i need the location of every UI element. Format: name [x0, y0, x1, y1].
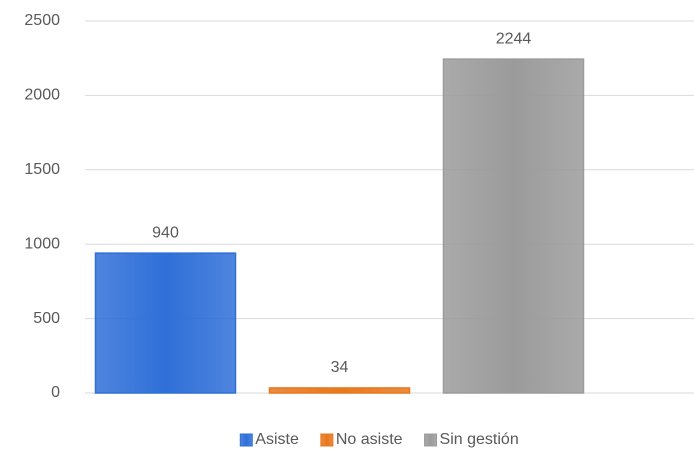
y-tick-label: 500 [33, 310, 60, 327]
data-label: 34 [331, 359, 349, 376]
bar [442, 58, 585, 394]
legend-marker [320, 433, 334, 447]
legend-marker [424, 433, 438, 447]
legend: Asiste No asiste Sin gestión [239, 431, 519, 448]
y-tick-label: 0 [51, 384, 60, 401]
legend-label: No asiste [336, 431, 403, 448]
data-label: 940 [152, 224, 179, 241]
legend-marker [239, 433, 253, 447]
y-tick-label: 2500 [24, 12, 60, 29]
legend-label: Asiste [255, 431, 299, 448]
data-label: 2244 [496, 30, 532, 47]
bar [94, 252, 237, 394]
y-tick-label: 1500 [24, 161, 60, 178]
legend-label: Sin gestión [440, 431, 519, 448]
bar [268, 387, 411, 394]
y-tick-label: 1000 [24, 235, 60, 252]
y-tick-label: 2000 [24, 87, 60, 104]
